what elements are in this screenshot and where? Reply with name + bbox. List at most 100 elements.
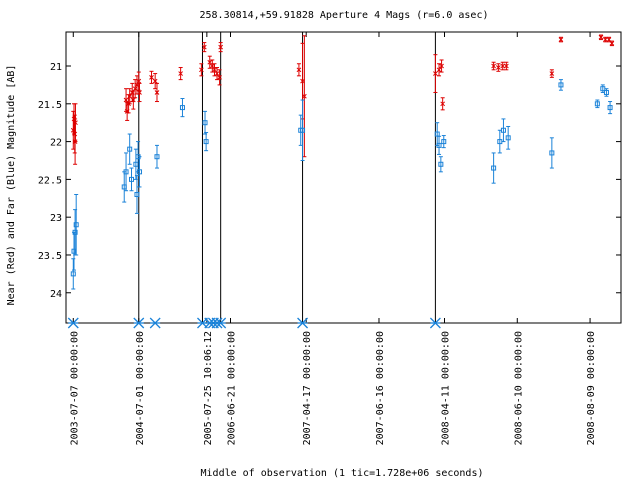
- square-marker: [441, 139, 447, 145]
- data-point: [440, 97, 446, 111]
- x-marker: [602, 37, 608, 42]
- data-point: [137, 156, 143, 188]
- square-marker: [603, 89, 609, 95]
- data-point: [558, 79, 564, 91]
- x-tick-label: 2008-04-11 00:00:00: [440, 331, 451, 445]
- x-marker: [598, 34, 604, 40]
- x-tick-label: 2007-06-16 00:00:00: [375, 331, 386, 445]
- data-point: [504, 61, 509, 71]
- data-point: [214, 67, 220, 81]
- x-tick-label: 2008-08-09 00:00:00: [586, 331, 597, 445]
- data-point: [127, 133, 133, 165]
- data-point: [136, 71, 142, 91]
- square-marker: [438, 161, 444, 167]
- square-marker: [129, 176, 135, 182]
- square-marker: [134, 192, 140, 198]
- data-point: [500, 118, 506, 143]
- data-point: [201, 42, 207, 53]
- y-tick-label: 22.5: [38, 175, 62, 186]
- square-marker: [127, 146, 133, 152]
- square-marker: [179, 105, 185, 111]
- data-point: [209, 59, 215, 73]
- observation-marker: [297, 317, 309, 329]
- data-point: [127, 88, 133, 105]
- data-point: [436, 135, 442, 155]
- plot-frame: [65, 31, 622, 324]
- x-tick-label: 2005-07-25 10:06:12: [203, 331, 214, 445]
- x-marker: [136, 78, 142, 84]
- observation-marker: [215, 317, 227, 329]
- data-point: [602, 36, 608, 43]
- data-point: [500, 61, 506, 71]
- x-tick-label: 2008-06-10 00:00:00: [513, 331, 524, 445]
- data-point: [179, 98, 185, 118]
- x-marker: [440, 101, 446, 107]
- data-point: [594, 99, 600, 109]
- x-marker: [154, 90, 160, 95]
- x-marker: [199, 67, 204, 73]
- data-point: [598, 34, 604, 41]
- data-point: [549, 137, 555, 169]
- square-marker: [202, 120, 208, 126]
- marker-stroke: [149, 317, 161, 329]
- data-point: [433, 54, 438, 93]
- square-marker: [154, 154, 160, 160]
- x-tick-label: 2007-04-17 00:00:00: [302, 331, 313, 445]
- x-marker: [152, 78, 158, 84]
- data-point: [134, 175, 140, 214]
- square-marker: [607, 105, 613, 111]
- x-marker: [609, 40, 615, 46]
- x-marker: [558, 37, 564, 42]
- square-marker: [137, 169, 143, 175]
- data-point: [154, 144, 160, 169]
- data-point: [491, 61, 496, 71]
- marker-stroke: [429, 317, 441, 329]
- data-point: [496, 63, 501, 72]
- data-point: [130, 90, 136, 110]
- square-marker: [72, 229, 78, 235]
- x-marker: [127, 93, 133, 99]
- x-marker: [504, 63, 509, 69]
- x-marker: [149, 74, 154, 80]
- data-point: [212, 63, 217, 77]
- y-tick-label: 24: [50, 289, 62, 300]
- data-point: [491, 152, 497, 184]
- x-marker: [214, 71, 220, 76]
- data-point: [441, 135, 447, 149]
- square-marker: [500, 127, 506, 133]
- x-marker: [302, 93, 307, 99]
- data-point: [609, 40, 615, 47]
- x-tick-label: 2006-06-21 00:00:00: [226, 331, 237, 445]
- data-point: [123, 152, 129, 192]
- observation-marker: [149, 317, 161, 329]
- square-marker: [436, 142, 442, 148]
- data-point: [133, 148, 139, 180]
- data-point: [202, 110, 208, 135]
- x-marker: [209, 63, 215, 69]
- y-tick-label: 21.5: [38, 100, 62, 111]
- data-point: [603, 88, 609, 97]
- data-point: [505, 125, 511, 150]
- observation-marker: [133, 317, 145, 329]
- marker-stroke: [67, 317, 79, 329]
- x-marker: [491, 63, 496, 69]
- square-marker: [558, 82, 564, 88]
- data-point: [154, 82, 160, 103]
- x-marker: [500, 63, 506, 69]
- x-axis-label: Middle of observation (1 tic=1.728e+06 s…: [201, 468, 484, 479]
- data-point: [217, 69, 222, 86]
- x-marker: [130, 97, 136, 103]
- x-marker: [296, 67, 302, 73]
- x-marker: [201, 44, 207, 50]
- square-marker: [203, 139, 209, 145]
- square-marker: [594, 101, 600, 107]
- x-marker: [496, 65, 501, 70]
- data-point: [207, 55, 213, 69]
- square-marker: [300, 127, 306, 133]
- x-marker: [439, 63, 444, 69]
- square-marker: [505, 135, 511, 141]
- x-tick-label: 2003-07-07 00:00:00: [69, 331, 80, 445]
- x-marker: [207, 59, 213, 65]
- data-point: [607, 101, 613, 115]
- data-point: [300, 99, 306, 161]
